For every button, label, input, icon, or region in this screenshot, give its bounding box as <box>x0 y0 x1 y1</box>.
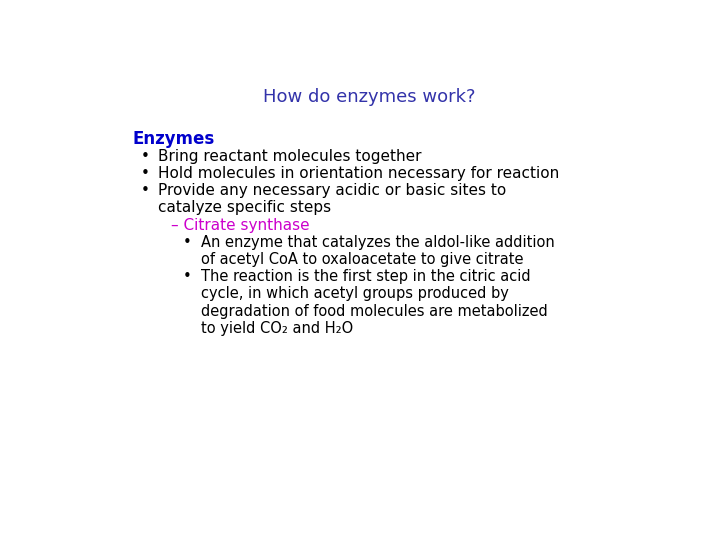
Text: •: • <box>140 183 149 198</box>
Text: Bring reactant molecules together: Bring reactant molecules together <box>158 148 422 164</box>
Text: Enzymes: Enzymes <box>132 130 215 148</box>
Text: How do enzymes work?: How do enzymes work? <box>263 88 475 106</box>
Text: The reaction is the first step in the citric acid
cycle, in which acetyl groups : The reaction is the first step in the ci… <box>201 269 548 336</box>
Text: Provide any necessary acidic or basic sites to
catalyze specific steps: Provide any necessary acidic or basic si… <box>158 183 506 215</box>
Text: •: • <box>183 235 192 250</box>
Text: – Citrate synthase: – Citrate synthase <box>171 218 310 233</box>
Text: An enzyme that catalyzes the aldol-like addition
of acetyl CoA to oxaloacetate t: An enzyme that catalyzes the aldol-like … <box>201 235 554 267</box>
Text: •: • <box>183 269 192 284</box>
Text: •: • <box>140 166 149 181</box>
Text: Hold molecules in orientation necessary for reaction: Hold molecules in orientation necessary … <box>158 166 559 181</box>
Text: •: • <box>140 148 149 164</box>
